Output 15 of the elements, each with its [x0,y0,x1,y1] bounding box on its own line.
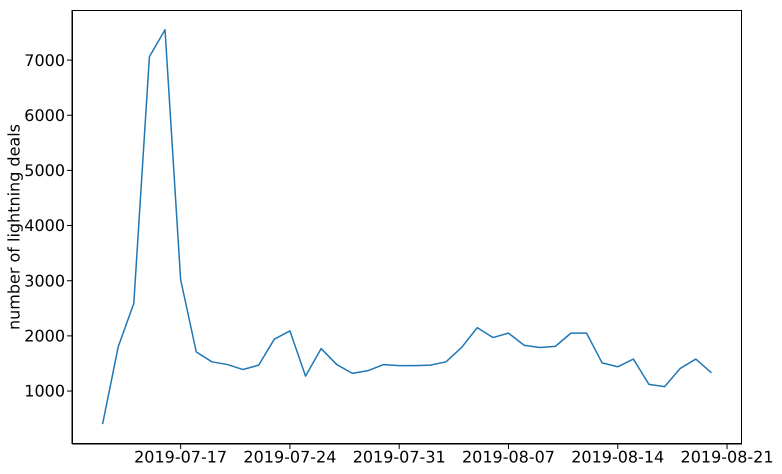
line-series [102,28,712,425]
y-axis-title: number of lightning deals [4,124,24,330]
y-tick-label: 3000 [24,271,65,290]
x-tick-label: 2019-08-07 [462,447,555,466]
y-tick-label: 4000 [24,216,65,236]
x-tick-label: 2019-08-21 [680,447,774,466]
x-tick-label: 2019-08-14 [571,447,664,466]
x-tick-label: 2019-07-31 [352,447,446,466]
y-tick-label: 1000 [24,382,65,401]
y-tick-label: 6000 [24,106,65,125]
y-tick-label: 7000 [24,50,65,70]
x-tick-label: 2019-07-17 [134,447,228,466]
y-tick-label: 5000 [24,161,65,180]
y-tick-label: 2000 [24,326,65,346]
x-tick-label: 2019-07-24 [243,447,336,466]
